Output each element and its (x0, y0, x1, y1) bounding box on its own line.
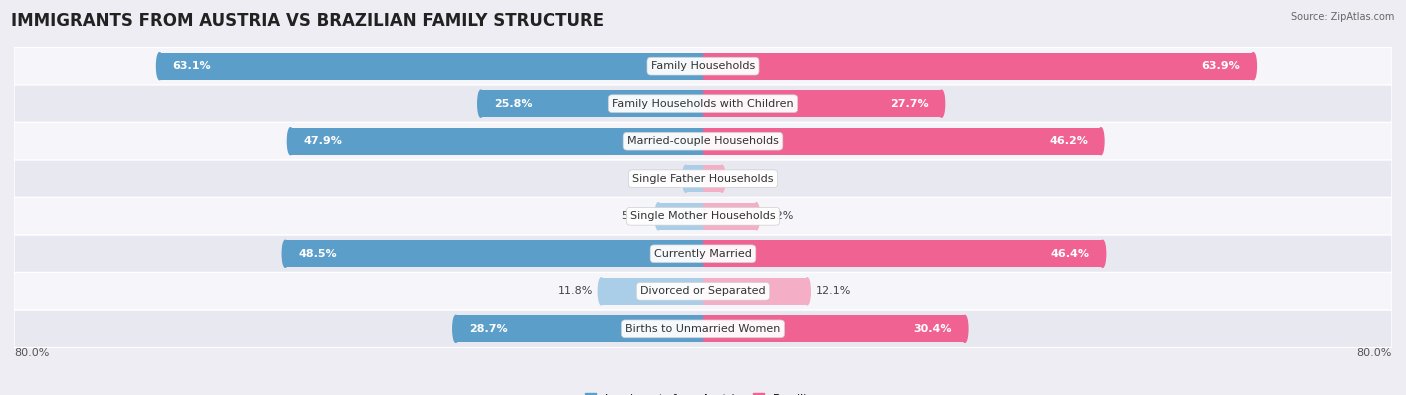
FancyBboxPatch shape (14, 47, 1392, 85)
FancyBboxPatch shape (14, 198, 1392, 235)
Text: 5.2%: 5.2% (621, 211, 650, 221)
FancyBboxPatch shape (14, 235, 1392, 273)
Text: 80.0%: 80.0% (14, 348, 49, 358)
Bar (285, 240, 703, 267)
Text: Source: ZipAtlas.com: Source: ZipAtlas.com (1291, 12, 1395, 22)
Bar (703, 240, 1102, 267)
Text: 46.2%: 46.2% (1049, 136, 1088, 146)
Text: 25.8%: 25.8% (494, 99, 533, 109)
Text: Births to Unmarried Women: Births to Unmarried Women (626, 324, 780, 334)
FancyBboxPatch shape (14, 122, 1392, 160)
Circle shape (283, 240, 288, 267)
Text: 48.5%: 48.5% (298, 249, 337, 259)
Circle shape (683, 165, 689, 192)
Text: 27.7%: 27.7% (890, 99, 928, 109)
Circle shape (718, 165, 725, 192)
Text: Single Mother Households: Single Mother Households (630, 211, 776, 221)
Circle shape (453, 315, 458, 342)
Text: 47.9%: 47.9% (304, 136, 342, 146)
Text: 11.8%: 11.8% (557, 286, 593, 296)
Text: Currently Married: Currently Married (654, 249, 752, 259)
Text: 63.9%: 63.9% (1202, 61, 1240, 71)
Circle shape (962, 315, 967, 342)
Text: 28.7%: 28.7% (468, 324, 508, 334)
Bar (456, 315, 703, 342)
Text: 2.2%: 2.2% (731, 174, 759, 184)
Bar (703, 315, 965, 342)
Bar (160, 53, 703, 80)
Circle shape (938, 90, 945, 117)
Bar (703, 165, 721, 192)
Text: Family Households with Children: Family Households with Children (612, 99, 794, 109)
Circle shape (1099, 240, 1105, 267)
Circle shape (1098, 128, 1104, 155)
Text: 6.2%: 6.2% (765, 211, 793, 221)
Bar (703, 128, 1101, 155)
Bar (291, 128, 703, 155)
Text: Married-couple Households: Married-couple Households (627, 136, 779, 146)
Text: Single Father Households: Single Father Households (633, 174, 773, 184)
Text: 30.4%: 30.4% (914, 324, 952, 334)
Bar (703, 278, 807, 305)
Circle shape (478, 90, 484, 117)
Text: 80.0%: 80.0% (1357, 348, 1392, 358)
Text: 12.1%: 12.1% (815, 286, 851, 296)
Text: 2.0%: 2.0% (648, 174, 678, 184)
Circle shape (655, 203, 661, 230)
Bar (703, 203, 756, 230)
Bar (686, 165, 703, 192)
FancyBboxPatch shape (14, 273, 1392, 310)
Circle shape (804, 278, 810, 305)
Bar (703, 53, 1253, 80)
Text: Divorced or Separated: Divorced or Separated (640, 286, 766, 296)
Bar (481, 90, 703, 117)
Bar (703, 90, 942, 117)
Text: 63.1%: 63.1% (173, 61, 211, 71)
FancyBboxPatch shape (14, 310, 1392, 348)
Bar (658, 203, 703, 230)
FancyBboxPatch shape (14, 160, 1392, 198)
Circle shape (754, 203, 759, 230)
Bar (602, 278, 703, 305)
Circle shape (156, 53, 163, 80)
Circle shape (599, 278, 605, 305)
Text: IMMIGRANTS FROM AUSTRIA VS BRAZILIAN FAMILY STRUCTURE: IMMIGRANTS FROM AUSTRIA VS BRAZILIAN FAM… (11, 12, 605, 30)
Text: 46.4%: 46.4% (1050, 249, 1090, 259)
Text: Family Households: Family Households (651, 61, 755, 71)
Circle shape (287, 128, 294, 155)
Legend: Immigrants from Austria, Brazilian: Immigrants from Austria, Brazilian (581, 389, 825, 395)
FancyBboxPatch shape (14, 85, 1392, 122)
Circle shape (1250, 53, 1257, 80)
